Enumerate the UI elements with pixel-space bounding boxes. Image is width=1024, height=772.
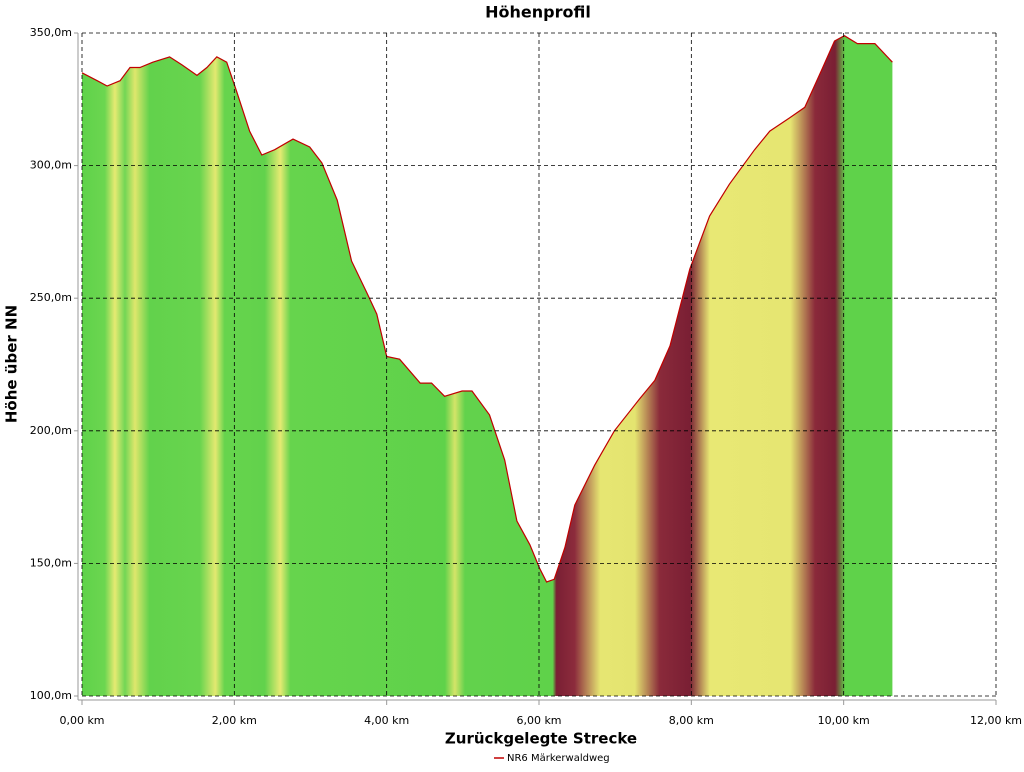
y-tick-label: 150,0m [30, 556, 72, 569]
x-tick-label: 2,00 km [212, 714, 257, 727]
legend-label: NR6 Märkerwaldweg [507, 753, 610, 764]
chart-title: Höhenprofil [485, 3, 591, 22]
x-axis-title: Zurückgelegte Strecke [445, 730, 637, 748]
line [81, 35, 893, 583]
x-tick-label: 12,00 km [970, 714, 1022, 727]
y-tick-label: 200,0m [30, 424, 72, 437]
x-tick-label: 6,00 km [516, 714, 561, 727]
y-tick-label: 250,0m [30, 291, 72, 304]
y-tick-label: 350,0m [30, 26, 72, 39]
x-tick-label: 10,00 km [818, 714, 870, 727]
plot-area [81, 35, 893, 696]
x-tick-label: 8,00 km [669, 714, 714, 727]
y-tick-label: 300,0m [30, 159, 72, 172]
y-tick-label: 100,0m [30, 689, 72, 702]
x-tick-label: 4,00 km [364, 714, 409, 727]
x-tick-label: 0,00 km [59, 714, 104, 727]
area [82, 35, 893, 696]
y-axis-title: Höhe über NN [3, 305, 21, 423]
